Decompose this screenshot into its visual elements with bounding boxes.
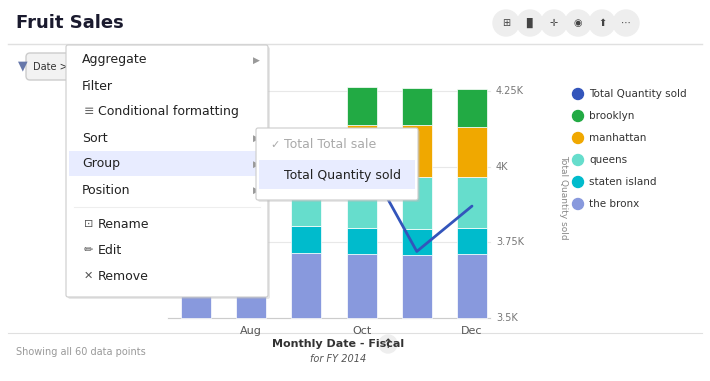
Text: ✕: ✕: [84, 271, 94, 281]
Bar: [346, 87, 376, 125]
Text: ✓: ✓: [270, 140, 279, 150]
Bar: [346, 228, 376, 254]
Text: Position: Position: [82, 184, 131, 197]
Text: Dec: Dec: [462, 326, 483, 336]
Bar: [291, 253, 322, 318]
Text: 10k: 10k: [144, 86, 161, 96]
Circle shape: [589, 10, 615, 36]
Bar: [181, 255, 211, 318]
Bar: [457, 127, 487, 176]
Bar: [236, 226, 266, 253]
Text: Showing all 60 data points: Showing all 60 data points: [16, 347, 146, 357]
Bar: [291, 134, 322, 174]
Text: ⬆: ⬆: [598, 18, 606, 28]
Bar: [181, 176, 211, 229]
Text: ▼: ▼: [18, 59, 28, 72]
FancyBboxPatch shape: [256, 128, 418, 200]
Circle shape: [572, 155, 584, 165]
Bar: [259, 160, 415, 189]
Text: Aug: Aug: [240, 326, 262, 336]
Text: ▶: ▶: [253, 186, 259, 194]
Text: ↑: ↑: [383, 338, 393, 351]
Text: Conditional formatting: Conditional formatting: [98, 106, 239, 118]
Text: manhattan: manhattan: [589, 133, 646, 143]
Text: 4.25K: 4.25K: [496, 86, 524, 96]
FancyBboxPatch shape: [66, 45, 268, 297]
Circle shape: [565, 10, 591, 36]
Bar: [457, 176, 487, 228]
Bar: [402, 88, 432, 125]
Bar: [181, 88, 211, 127]
Text: ▶: ▶: [253, 160, 259, 168]
Bar: [236, 253, 266, 318]
Bar: [457, 254, 487, 318]
Bar: [402, 255, 432, 318]
Text: Oct: Oct: [352, 326, 371, 336]
Circle shape: [572, 110, 584, 122]
Text: Aggregate: Aggregate: [82, 53, 148, 67]
Text: queens: queens: [589, 155, 627, 165]
Circle shape: [572, 133, 584, 144]
Bar: [236, 123, 266, 173]
Text: ▶: ▶: [253, 56, 259, 64]
Bar: [291, 226, 322, 253]
Text: ⊡: ⊡: [84, 219, 94, 229]
Circle shape: [493, 10, 519, 36]
Circle shape: [379, 335, 397, 353]
FancyBboxPatch shape: [258, 130, 420, 202]
FancyBboxPatch shape: [68, 47, 270, 299]
Circle shape: [613, 10, 639, 36]
Text: Total Quantity sold: Total Quantity sold: [284, 168, 401, 181]
Text: 3.5K: 3.5K: [496, 313, 518, 323]
Bar: [236, 84, 266, 123]
Text: the bronx: the bronx: [589, 199, 639, 209]
Text: 4K: 4K: [496, 162, 508, 172]
Text: ▊: ▊: [526, 18, 534, 28]
Text: ⊞: ⊞: [502, 18, 510, 28]
Bar: [402, 125, 432, 178]
Circle shape: [572, 88, 584, 99]
Text: Total Total sale: Total Total sale: [129, 143, 138, 209]
Bar: [181, 127, 211, 176]
Bar: [69, 151, 265, 176]
Text: Monthly Date - Fiscal: Monthly Date - Fiscal: [272, 339, 404, 349]
Text: Total Quantity sold: Total Quantity sold: [559, 155, 569, 239]
Text: Remove: Remove: [98, 269, 149, 282]
Text: brooklyn: brooklyn: [589, 111, 634, 121]
Bar: [402, 229, 432, 255]
FancyBboxPatch shape: [26, 53, 219, 80]
Text: Filter: Filter: [82, 80, 113, 93]
Text: Total Total sale: Total Total sale: [284, 139, 376, 152]
Text: Date >= 02/01/2013 < 02/01/2014 -: Date >= 02/01/2013 < 02/01/2014 -: [33, 62, 212, 72]
Text: staten island: staten island: [589, 177, 657, 187]
Text: ✏: ✏: [84, 245, 94, 255]
Bar: [181, 229, 211, 255]
Circle shape: [517, 10, 543, 36]
Text: ◉: ◉: [574, 18, 582, 28]
Text: Group: Group: [82, 157, 120, 171]
Bar: [346, 125, 376, 176]
Text: Sort: Sort: [82, 131, 108, 144]
Text: Fruit Sales: Fruit Sales: [16, 14, 124, 32]
Text: 3.75K: 3.75K: [496, 237, 524, 247]
Bar: [457, 88, 487, 127]
Bar: [457, 228, 487, 254]
Circle shape: [572, 199, 584, 210]
Text: ⋯: ⋯: [621, 18, 631, 28]
Text: Total Quantity sold: Total Quantity sold: [589, 89, 687, 99]
Text: ▶: ▶: [253, 133, 259, 142]
Text: ≡: ≡: [84, 106, 94, 118]
Text: for FY 2014: for FY 2014: [310, 354, 366, 364]
Bar: [346, 254, 376, 318]
Text: ✛: ✛: [550, 18, 558, 28]
Circle shape: [572, 176, 584, 187]
Text: Edit: Edit: [98, 243, 122, 256]
Circle shape: [541, 10, 567, 36]
Bar: [402, 178, 432, 229]
Bar: [291, 174, 322, 226]
Bar: [346, 176, 376, 228]
Text: 5,: 5,: [153, 166, 161, 176]
Bar: [236, 173, 266, 226]
Text: Rename: Rename: [98, 218, 150, 231]
